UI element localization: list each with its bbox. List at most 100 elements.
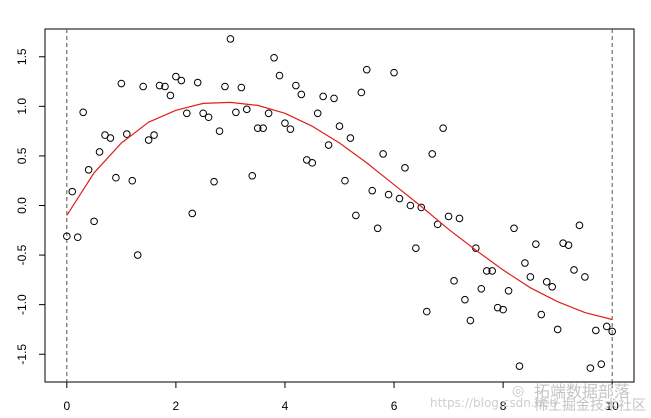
- data-point: [90, 217, 98, 226]
- data-point: [259, 124, 267, 132]
- data-point: [488, 267, 497, 275]
- data-point: [521, 259, 529, 267]
- data-point: [602, 322, 611, 331]
- data-point: [297, 90, 306, 99]
- x-tick-label: 10: [606, 399, 620, 413]
- x-tick-label: 4: [282, 399, 289, 413]
- y-tick-label: -0.5: [15, 244, 29, 265]
- data-point: [313, 109, 322, 118]
- data-point: [542, 278, 551, 286]
- data-point: [308, 159, 317, 167]
- data-point: [597, 360, 606, 368]
- data-point: [564, 241, 573, 249]
- data-point: [499, 305, 507, 314]
- x-tick-label: 8: [500, 399, 507, 413]
- data-point: [133, 251, 142, 259]
- data-point: [592, 326, 600, 335]
- data-point: [292, 81, 300, 90]
- data-point: [221, 82, 229, 91]
- data-point: [482, 267, 491, 275]
- data-point: [215, 127, 224, 135]
- data-point: [275, 71, 284, 80]
- data-point: [379, 150, 387, 158]
- data-point: [422, 307, 431, 316]
- y-tick-label: -1.0: [15, 294, 29, 315]
- data-point: [242, 105, 251, 114]
- y-tick-label: 0.5: [15, 147, 29, 164]
- data-point: [493, 303, 502, 312]
- fitted-line: [66, 101, 613, 321]
- data-point: [63, 232, 71, 241]
- data-point: [412, 244, 420, 252]
- y-tick-label: -1.5: [15, 344, 29, 365]
- y-tick-label: 0.0: [15, 197, 29, 214]
- data-point: [526, 273, 535, 281]
- data-point: [362, 65, 371, 74]
- data-point: [199, 109, 207, 118]
- data-point: [319, 92, 327, 101]
- wechat-icon: ◎: [512, 383, 525, 399]
- data-point: [439, 124, 447, 132]
- y-tick-label: 1.0: [15, 98, 29, 115]
- data-point: [144, 136, 153, 144]
- data-point: [570, 266, 578, 274]
- x-tick-label: 2: [173, 399, 180, 413]
- data-point: [248, 171, 257, 180]
- data-point: [286, 125, 295, 133]
- watermark-url: https://blog.csdn.net/: [430, 396, 559, 410]
- data-point: [73, 233, 82, 242]
- data-point: [95, 148, 104, 156]
- data-point: [401, 164, 409, 172]
- data-point: [155, 81, 164, 90]
- data-point: [352, 211, 360, 220]
- data-point: [172, 72, 180, 81]
- data-point: [532, 240, 540, 248]
- data-point: [368, 186, 377, 195]
- data-point: [586, 364, 595, 372]
- data-point: [123, 130, 131, 138]
- data-point: [575, 221, 584, 230]
- data-point: [384, 190, 393, 199]
- data-point: [581, 273, 589, 281]
- data-point: [466, 316, 475, 325]
- data-point: [510, 224, 518, 233]
- data-point: [553, 325, 562, 334]
- plot-frame: [44, 28, 635, 383]
- scatter-points: [63, 35, 616, 372]
- fitted-curve: [66, 101, 613, 321]
- data-point: [210, 177, 218, 186]
- data-point: [237, 83, 246, 92]
- data-point: [182, 109, 191, 118]
- data-point: [455, 214, 464, 223]
- reference-lines: [66, 29, 613, 382]
- y-axis: -1.5 -1.0 -0.5 0.0 0.5 1.0 1.5: [15, 48, 45, 365]
- data-point: [270, 53, 278, 62]
- data-point: [559, 239, 567, 247]
- data-point: [335, 122, 344, 130]
- data-point: [504, 286, 513, 295]
- data-point: [193, 78, 202, 87]
- data-point: [112, 173, 120, 182]
- data-point: [428, 150, 437, 158]
- x-axis: 0 2 4 6 8 10: [63, 382, 619, 413]
- data-point: [139, 82, 147, 91]
- data-point: [450, 277, 458, 285]
- data-point: [461, 295, 469, 304]
- data-point: [357, 88, 366, 97]
- watermark-title: 拓端数据部落: [534, 382, 631, 401]
- data-point: [515, 362, 524, 370]
- data-point: [253, 124, 262, 132]
- x-tick-label: 6: [391, 399, 398, 413]
- data-point: [264, 109, 273, 118]
- x-tick-label: 0: [63, 399, 70, 413]
- data-point: [232, 108, 240, 117]
- watermark: ◎ 拓端数据部落 https://blog.csdn.net/ 稀土掘金技术社区: [430, 378, 648, 414]
- data-point: [166, 91, 175, 100]
- data-point: [150, 131, 158, 139]
- data-point: [346, 134, 355, 142]
- data-point: [177, 76, 186, 85]
- data-point: [188, 209, 197, 218]
- data-point: [395, 194, 404, 203]
- data-point: [68, 187, 77, 196]
